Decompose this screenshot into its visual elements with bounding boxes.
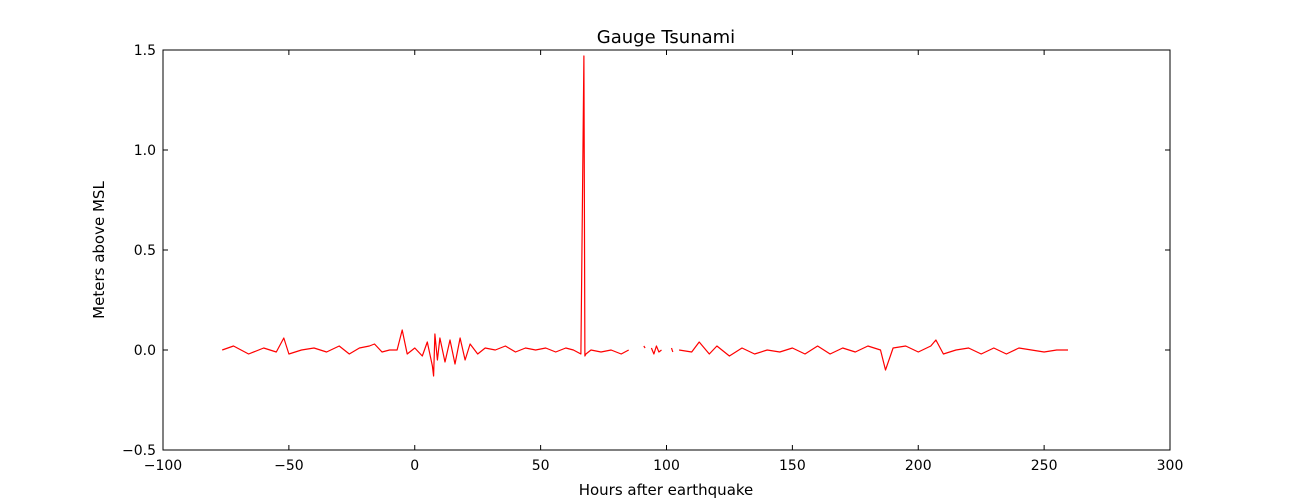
- x-tick-label: 300: [1157, 458, 1184, 474]
- series-0-segment-0: [221, 55, 629, 377]
- y-tick-label: 1.0: [134, 143, 156, 159]
- x-tick-label: 250: [1031, 458, 1058, 474]
- x-tick-label: 100: [653, 458, 680, 474]
- series-layer: [221, 55, 1068, 377]
- chart-title: Gauge Tsunami: [597, 27, 735, 48]
- plot-frame: [162, 49, 1171, 451]
- x-tick-label: −50: [274, 458, 304, 474]
- series-0-segment-4: [679, 339, 1068, 371]
- x-tick-label: −100: [144, 458, 182, 474]
- y-tick-label: 1.5: [134, 43, 156, 59]
- ticks-layer: −100 −50 0 50 100 150 200 250 300 −0.5 0.0 0.5 1.0 1.…: [122, 43, 1183, 474]
- series-0-segment-2: [650, 345, 662, 355]
- x-tick-label: 150: [779, 458, 806, 474]
- y-axis-label: Meters above MSL: [90, 181, 108, 319]
- y-tick-label: 0.5: [134, 243, 156, 259]
- x-axis-label: Hours after earthquake: [579, 481, 754, 499]
- series-0-segment-1: [643, 345, 646, 349]
- x-tick-label: 0: [410, 458, 419, 474]
- x-tick-label: 50: [532, 458, 550, 474]
- y-tick-label: 0.0: [134, 343, 156, 359]
- x-tick-label: 200: [905, 458, 932, 474]
- series-0-segment-3: [670, 347, 674, 353]
- y-tick-label: −0.5: [122, 443, 156, 459]
